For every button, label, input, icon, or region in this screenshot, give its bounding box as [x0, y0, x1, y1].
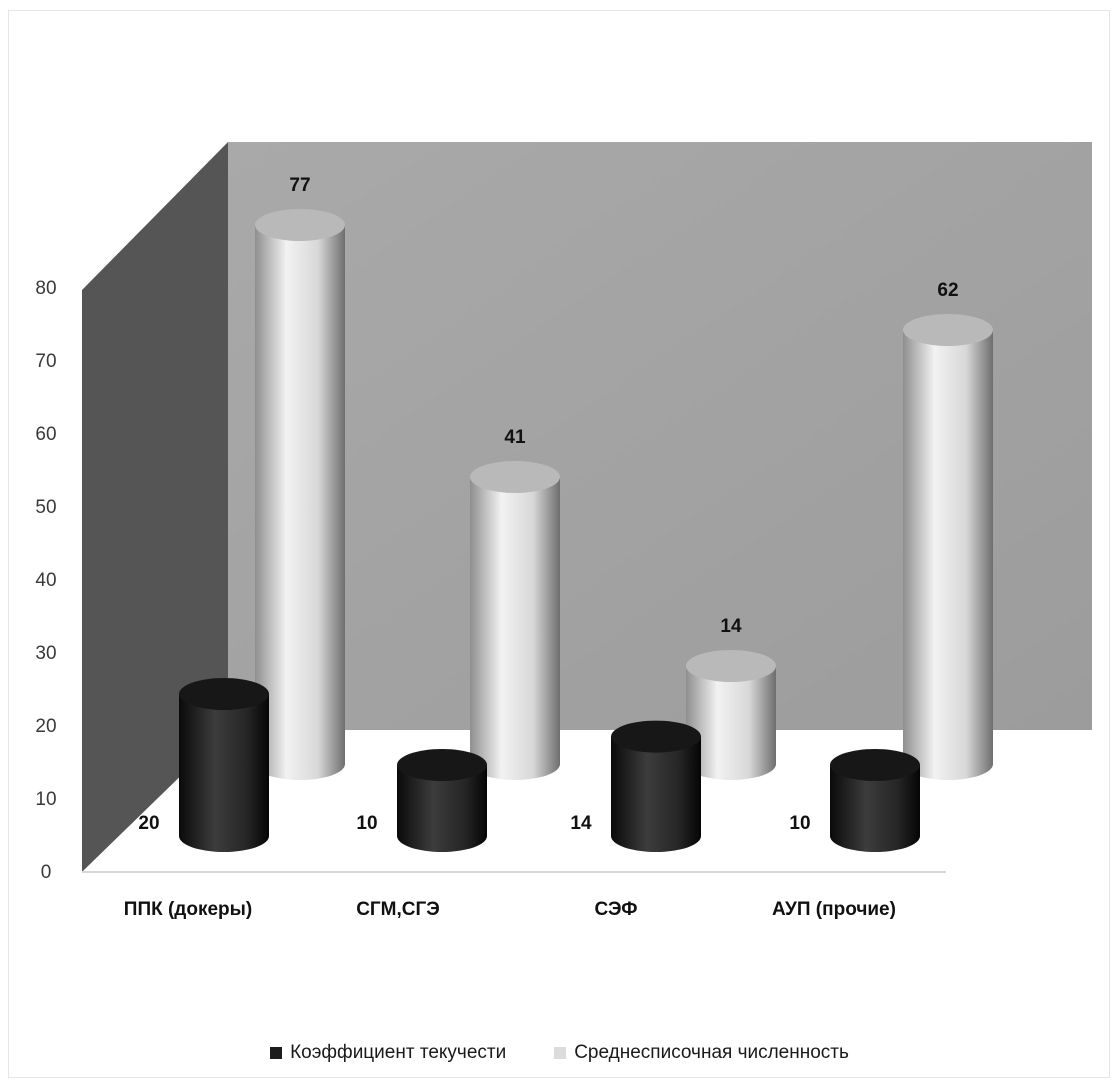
dark-cylinder-top	[397, 749, 487, 781]
light-cylinder	[903, 314, 993, 780]
dark-cylinder-body	[397, 765, 487, 852]
y-tick-label: 0	[41, 862, 52, 883]
dark-cylinder-body	[830, 765, 920, 852]
light-cylinder	[470, 461, 560, 780]
dark-cylinder	[611, 720, 701, 852]
light-cylinder-top	[255, 209, 345, 241]
dark-cylinder	[397, 749, 487, 852]
data-label-headcount: 62	[937, 280, 958, 301]
dark-cylinder-top	[830, 749, 920, 781]
dark-cylinder-top	[179, 678, 269, 710]
category-axis: ППК (докеры) СГМ,СГЭ СЭФ АУП (прочие)	[124, 899, 896, 920]
light-cylinder-top	[686, 650, 776, 682]
data-label-headcount: 77	[289, 175, 310, 196]
y-tick-label: 10	[35, 789, 56, 810]
y-tick-label: 50	[35, 497, 56, 518]
light-cylinder	[686, 650, 776, 780]
category-label: АУП (прочие)	[772, 899, 896, 920]
y-tick-label: 80	[35, 278, 56, 299]
light-cylinder-body	[903, 330, 993, 780]
dark-cylinder-body	[611, 736, 701, 852]
back-wall	[228, 142, 1092, 730]
bars: 77 41 14 62 20 10 14 10	[138, 175, 993, 852]
category-label: СЭФ	[595, 899, 638, 920]
y-axis: 0 10 20 30 40 50 60 70 80	[35, 278, 56, 883]
legend-item-headcount: Среднесписочная численность	[554, 1042, 849, 1064]
data-label-turnover: 10	[789, 813, 810, 834]
data-label-turnover: 10	[356, 813, 377, 834]
dark-cylinder-top	[611, 720, 701, 753]
y-tick-label: 60	[35, 424, 56, 445]
legend-label-turnover: Коэффициент текучести	[290, 1042, 507, 1063]
legend: Коэффициент текучести Среднесписочная чи…	[0, 1042, 1119, 1064]
data-label-turnover: 20	[138, 813, 159, 834]
data-label-turnover: 14	[570, 813, 592, 834]
light-cylinder	[255, 209, 345, 780]
dark-cylinder	[830, 749, 920, 852]
dark-cylinder	[179, 678, 269, 852]
y-tick-label: 40	[35, 570, 56, 591]
light-cylinder-top	[470, 461, 560, 493]
y-tick-label: 20	[35, 716, 56, 737]
data-label-headcount: 41	[504, 427, 526, 448]
light-cylinder-body	[686, 666, 776, 780]
light-cylinder-body	[470, 477, 560, 780]
y-tick-label: 70	[35, 351, 56, 372]
legend-item-turnover: Коэффициент текучести	[270, 1042, 506, 1064]
legend-label-headcount: Среднесписочная численность	[574, 1042, 849, 1063]
y-tick-label: 30	[35, 643, 56, 664]
light-cylinder-top	[903, 314, 993, 346]
chart-plot: 0 10 20 30 40 50 60 70 80 ППК (докеры) СГМ,СГЭ СЭФ…	[35, 142, 1092, 920]
light-cylinder-body	[255, 225, 345, 780]
dark-cylinder-body	[179, 694, 269, 852]
legend-swatch-turnover	[270, 1047, 283, 1059]
category-label: СГМ,СГЭ	[356, 899, 440, 920]
legend-swatch-headcount	[554, 1047, 567, 1059]
data-label-headcount: 14	[720, 616, 742, 637]
category-label: ППК (докеры)	[124, 899, 252, 920]
